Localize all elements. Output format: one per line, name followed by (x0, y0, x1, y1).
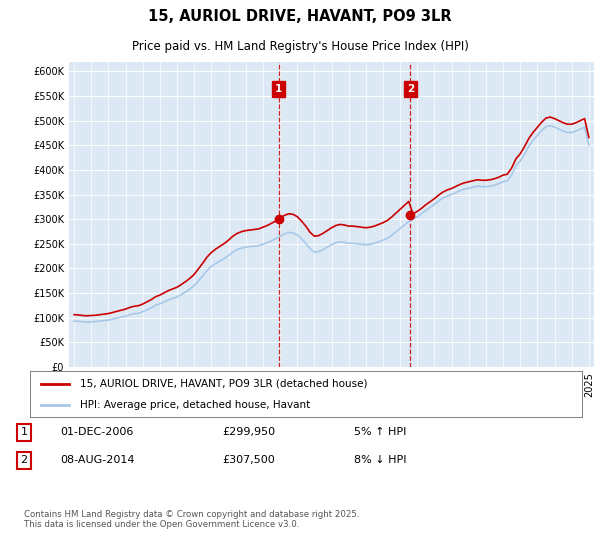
Text: 15, AURIOL DRIVE, HAVANT, PO9 3LR: 15, AURIOL DRIVE, HAVANT, PO9 3LR (148, 9, 452, 24)
Text: 5% ↑ HPI: 5% ↑ HPI (354, 427, 406, 437)
Text: 2: 2 (407, 84, 414, 94)
Text: HPI: Average price, detached house, Havant: HPI: Average price, detached house, Hava… (80, 400, 310, 410)
Text: 15, AURIOL DRIVE, HAVANT, PO9 3LR (detached house): 15, AURIOL DRIVE, HAVANT, PO9 3LR (detac… (80, 379, 367, 389)
Text: 2: 2 (20, 455, 28, 465)
Text: 08-AUG-2014: 08-AUG-2014 (60, 455, 134, 465)
Text: 01-DEC-2006: 01-DEC-2006 (60, 427, 133, 437)
Text: 1: 1 (275, 84, 282, 94)
Text: Contains HM Land Registry data © Crown copyright and database right 2025.
This d: Contains HM Land Registry data © Crown c… (24, 510, 359, 529)
Text: £307,500: £307,500 (222, 455, 275, 465)
Text: Price paid vs. HM Land Registry's House Price Index (HPI): Price paid vs. HM Land Registry's House … (131, 40, 469, 53)
Text: 1: 1 (20, 427, 28, 437)
Text: £299,950: £299,950 (222, 427, 275, 437)
Text: 8% ↓ HPI: 8% ↓ HPI (354, 455, 407, 465)
